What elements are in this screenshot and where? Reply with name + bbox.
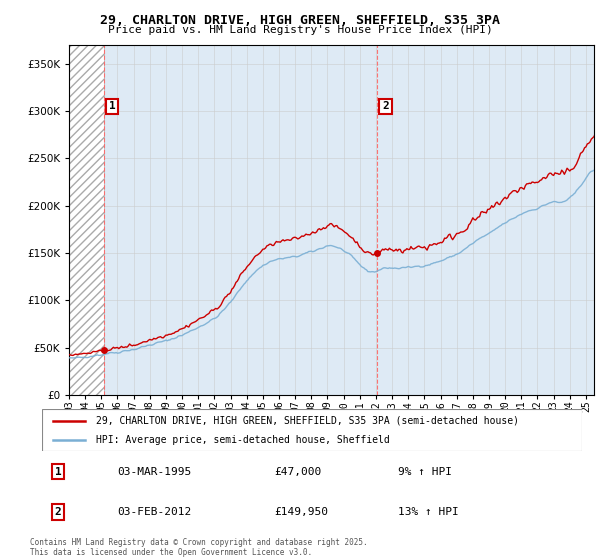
Text: 03-MAR-1995: 03-MAR-1995 bbox=[118, 466, 192, 477]
Text: 03-FEB-2012: 03-FEB-2012 bbox=[118, 507, 192, 517]
Text: £149,950: £149,950 bbox=[274, 507, 328, 517]
Text: 1: 1 bbox=[109, 101, 116, 111]
Text: Contains HM Land Registry data © Crown copyright and database right 2025.
This d: Contains HM Land Registry data © Crown c… bbox=[30, 538, 368, 557]
Text: Price paid vs. HM Land Registry's House Price Index (HPI): Price paid vs. HM Land Registry's House … bbox=[107, 25, 493, 35]
Text: £47,000: £47,000 bbox=[274, 466, 322, 477]
Text: 9% ↑ HPI: 9% ↑ HPI bbox=[398, 466, 452, 477]
Text: 1: 1 bbox=[55, 466, 62, 477]
Text: 29, CHARLTON DRIVE, HIGH GREEN, SHEFFIELD, S35 3PA (semi-detached house): 29, CHARLTON DRIVE, HIGH GREEN, SHEFFIEL… bbox=[96, 416, 519, 426]
Bar bbox=[69, 45, 104, 395]
FancyBboxPatch shape bbox=[42, 409, 582, 451]
Text: HPI: Average price, semi-detached house, Sheffield: HPI: Average price, semi-detached house,… bbox=[96, 435, 390, 445]
Text: 2: 2 bbox=[382, 101, 389, 111]
Text: 29, CHARLTON DRIVE, HIGH GREEN, SHEFFIELD, S35 3PA: 29, CHARLTON DRIVE, HIGH GREEN, SHEFFIEL… bbox=[100, 14, 500, 27]
Text: 13% ↑ HPI: 13% ↑ HPI bbox=[398, 507, 459, 517]
Text: 2: 2 bbox=[55, 507, 62, 517]
